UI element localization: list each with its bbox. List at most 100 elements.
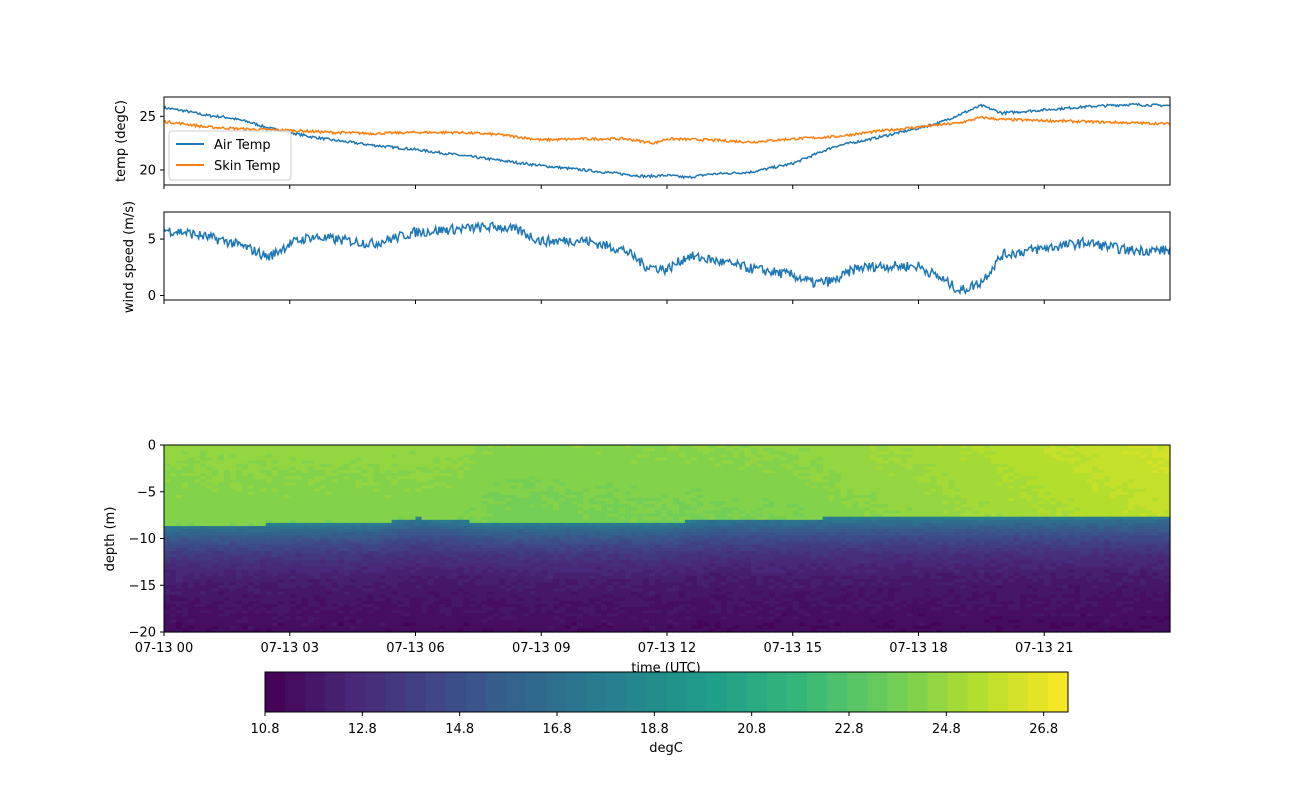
heatmap-cell: [409, 488, 417, 493]
heatmap-cell: [223, 497, 231, 502]
heatmap-cell: [559, 529, 566, 533]
heatmap-cell: [589, 582, 596, 586]
heatmap-cell: [601, 544, 608, 549]
heatmap-cell: [481, 507, 488, 512]
heatmap-cell: [187, 613, 195, 618]
heatmap-cell: [445, 572, 453, 577]
heatmap-cell: [481, 488, 488, 493]
heatmap-cell: [355, 501, 363, 505]
heatmap-cell: [511, 491, 518, 496]
heatmap-cell: [499, 622, 506, 627]
heatmap-cell: [367, 582, 375, 586]
heatmap-cell: [523, 607, 530, 611]
heatmap-cell: [511, 463, 518, 468]
heatmap-cell: [247, 579, 255, 583]
heatmap-cell: [487, 463, 494, 468]
heatmap-cell: [259, 526, 267, 530]
heatmap-cell: [283, 613, 291, 618]
heatmap-cell: [547, 466, 554, 471]
heatmap-cell: [499, 607, 506, 611]
heatmap-cell: [481, 603, 488, 608]
heatmap-cell: [253, 522, 261, 527]
heatmap-cell: [301, 522, 309, 527]
heatmap-cell: [427, 575, 435, 580]
heatmap-cell: [361, 457, 369, 462]
heatmap-cell: [367, 569, 375, 574]
heatmap-cell: [325, 457, 333, 462]
heatmap-cell: [421, 501, 429, 505]
heatmap-cell: [385, 473, 393, 477]
heatmap-cell: [409, 445, 417, 449]
heatmap-cell: [469, 469, 476, 474]
heatmap-cell: [349, 516, 357, 521]
heatmap-cell: [547, 566, 554, 571]
heatmap-cell: [319, 466, 327, 471]
heatmap-cell: [271, 572, 279, 577]
heatmap-cell: [205, 516, 213, 521]
heatmap-cell: [541, 526, 548, 530]
heatmap-cell: [187, 469, 195, 474]
heatmap-cell: [475, 563, 482, 568]
heatmap-cell: [325, 532, 333, 536]
heatmap-cell: [421, 575, 429, 580]
heatmap-cell: [571, 557, 578, 561]
heatmap-cell: [511, 610, 518, 614]
heatmap-cell: [421, 491, 429, 496]
heatmap-cell: [229, 497, 237, 502]
heatmap-cell: [331, 572, 339, 577]
heatmap-cell: [235, 569, 243, 574]
heatmap-cell: [379, 516, 387, 521]
heatmap-cell: [229, 466, 237, 471]
heatmap-cell: [265, 485, 273, 490]
heatmap-cell: [595, 473, 602, 477]
heatmap-cell: [247, 448, 255, 452]
heatmap-cell: [307, 625, 315, 630]
heatmap-cell: [277, 538, 285, 543]
heatmap-cell: [487, 544, 494, 549]
heatmap-cell: [367, 535, 375, 540]
heatmap-cell: [403, 504, 411, 508]
heatmap-cell: [571, 625, 578, 630]
heatmap-cell: [601, 560, 608, 565]
heatmap-cell: [289, 522, 297, 527]
heatmap-cell: [361, 544, 369, 549]
heatmap-cell: [481, 457, 488, 462]
heatmap-cell: [211, 519, 219, 524]
heatmap-cell: [367, 488, 375, 493]
heatmap-cell: [565, 582, 572, 586]
heatmap-cell: [277, 532, 285, 536]
heatmap-cell: [355, 485, 363, 490]
heatmap-cell: [319, 538, 327, 543]
heatmap-cell: [499, 544, 506, 549]
heatmap-cell: [325, 575, 333, 580]
heatmap-cell: [313, 597, 321, 602]
heatmap-cell: [247, 485, 255, 490]
heatmap-cell: [421, 560, 429, 565]
heatmap-cell: [319, 579, 327, 583]
heatmap-cell: [541, 607, 548, 611]
heatmap-cell: [379, 526, 387, 530]
heatmap-cell: [343, 491, 351, 496]
heatmap-cell: [397, 445, 405, 449]
heatmap-cell: [433, 544, 441, 549]
heatmap-cell: [181, 557, 189, 561]
heatmap-cell: [559, 622, 566, 627]
heatmap-cell: [433, 510, 441, 515]
heatmap-cell: [277, 457, 285, 462]
heatmap-cell: [235, 494, 243, 499]
heatmap-cell: [331, 491, 339, 496]
heatmap-cell: [493, 476, 500, 480]
heatmap-cell: [205, 448, 213, 452]
heatmap-cell: [445, 479, 453, 483]
heatmap-cell: [421, 532, 429, 536]
heatmap-cell: [175, 594, 183, 599]
heatmap-cell: [397, 572, 405, 577]
heatmap-cell: [187, 563, 195, 568]
heatmap-cell: [577, 585, 584, 589]
heatmap-cell: [259, 550, 267, 555]
heatmap-cell: [439, 538, 447, 543]
heatmap-cell: [571, 491, 578, 496]
heatmap-cell: [457, 497, 465, 502]
heatmap-cell: [313, 485, 321, 490]
heatmap-cell: [205, 538, 213, 543]
